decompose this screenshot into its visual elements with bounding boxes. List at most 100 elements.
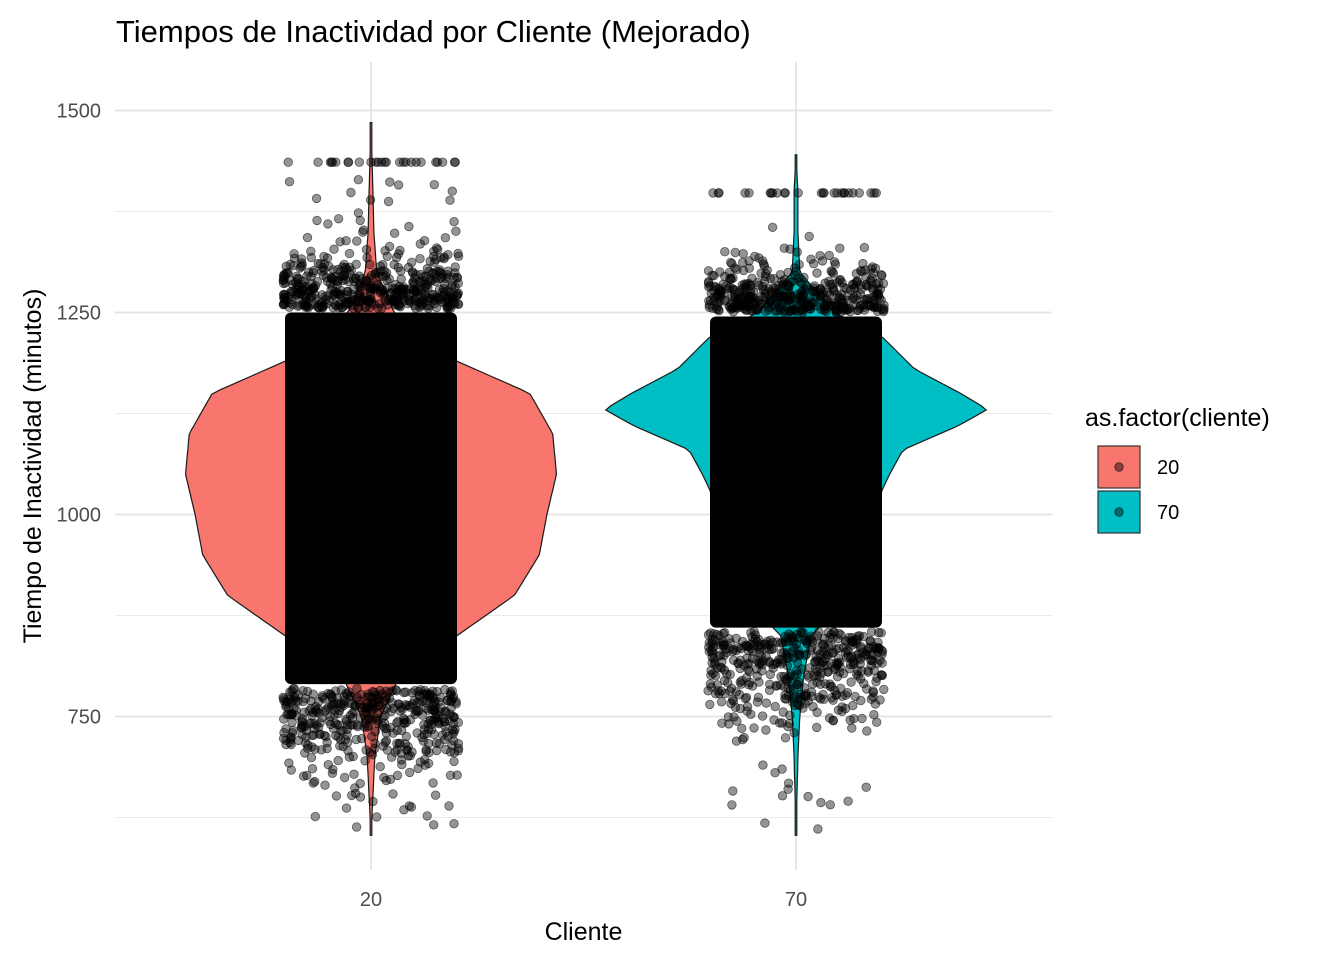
- data-point: [286, 697, 296, 708]
- data-point: [341, 803, 352, 813]
- data-point: [760, 271, 771, 282]
- data-point: [318, 300, 329, 311]
- data-point: [322, 276, 333, 287]
- data-point: [380, 711, 390, 721]
- data-point: [382, 251, 392, 261]
- data-point: [352, 683, 362, 694]
- data-point: [744, 263, 755, 273]
- data-point: [450, 262, 460, 272]
- data-point: [350, 701, 361, 711]
- data-point: [411, 157, 421, 167]
- data-point: [850, 691, 860, 702]
- data-point: [404, 221, 414, 232]
- data-point: [344, 248, 355, 259]
- chart-title: Tiempos de Inactividad por Cliente (Mejo…: [116, 14, 751, 49]
- data-point: [421, 745, 431, 755]
- data-point: [800, 698, 810, 709]
- data-point: [798, 703, 808, 713]
- data-point: [319, 730, 330, 741]
- data-point: [329, 244, 339, 254]
- data-point: [863, 281, 873, 291]
- data-point: [298, 686, 308, 696]
- data-point: [310, 811, 321, 822]
- data-point: [824, 276, 834, 287]
- data-point: [395, 245, 405, 256]
- data-point: [452, 770, 462, 780]
- data-point: [820, 299, 831, 309]
- data-point: [761, 725, 771, 735]
- data-point: [335, 290, 346, 301]
- data-point: [388, 728, 398, 738]
- data-point: [373, 694, 383, 705]
- data-point: [397, 284, 407, 294]
- legend-entry-20: 20: [1097, 445, 1179, 489]
- data-point: [720, 640, 730, 650]
- data-point: [351, 259, 361, 270]
- data-point: [439, 252, 449, 262]
- data-point: [432, 716, 443, 726]
- data-point: [343, 746, 353, 756]
- data-point: [820, 679, 831, 689]
- data-point: [731, 633, 741, 644]
- data-point: [333, 264, 343, 275]
- plot-layer: [184, 122, 988, 836]
- data-point: [309, 299, 319, 309]
- data-point: [440, 706, 450, 717]
- data-point: [776, 671, 786, 682]
- data-point: [416, 301, 426, 311]
- data-point: [873, 290, 883, 300]
- data-point: [879, 684, 889, 695]
- data-point: [306, 718, 316, 728]
- data-point: [309, 265, 319, 276]
- data-point: [297, 723, 307, 733]
- data-point: [351, 788, 361, 799]
- data-point: [812, 707, 822, 718]
- data-point: [845, 715, 855, 725]
- data-point: [714, 283, 724, 293]
- data-point: [394, 699, 404, 709]
- data-point: [431, 302, 442, 313]
- data-point: [279, 696, 289, 706]
- data-point: [375, 685, 385, 696]
- data-point: [367, 692, 377, 703]
- data-point: [306, 696, 316, 706]
- data-point: [742, 701, 753, 712]
- data-point: [327, 701, 337, 712]
- data-point: [783, 295, 794, 306]
- legend-label: 20: [1157, 457, 1179, 479]
- data-point: [817, 289, 827, 299]
- data-point: [284, 176, 295, 187]
- data-point: [339, 698, 349, 709]
- data-point: [785, 306, 795, 317]
- data-point: [725, 686, 735, 696]
- data-point: [727, 800, 737, 810]
- data-point: [734, 300, 744, 311]
- data-point: [708, 188, 718, 198]
- data-point: [815, 250, 825, 261]
- data-point: [349, 769, 359, 779]
- data-point: [311, 193, 322, 204]
- data-point: [831, 689, 842, 700]
- data-point: [287, 717, 297, 728]
- data-point: [297, 258, 307, 268]
- data-point: [429, 246, 439, 257]
- data-point: [382, 275, 392, 286]
- data-point: [392, 296, 403, 307]
- data-point: [295, 263, 305, 273]
- data-point: [453, 746, 464, 756]
- data-point: [796, 305, 807, 315]
- legend-point-icon: [1114, 462, 1124, 472]
- data-point: [716, 686, 727, 696]
- data-point: [352, 721, 363, 732]
- data-point: [843, 796, 853, 806]
- data-point: [754, 657, 764, 668]
- data-point: [392, 718, 402, 728]
- data-point: [394, 738, 405, 749]
- data-point: [281, 724, 291, 734]
- data-point: [764, 685, 775, 696]
- data-point: [782, 648, 792, 658]
- data-point: [859, 242, 870, 253]
- data-point: [308, 778, 319, 788]
- data-point: [746, 709, 756, 720]
- jitter-points-core-70: [710, 316, 882, 628]
